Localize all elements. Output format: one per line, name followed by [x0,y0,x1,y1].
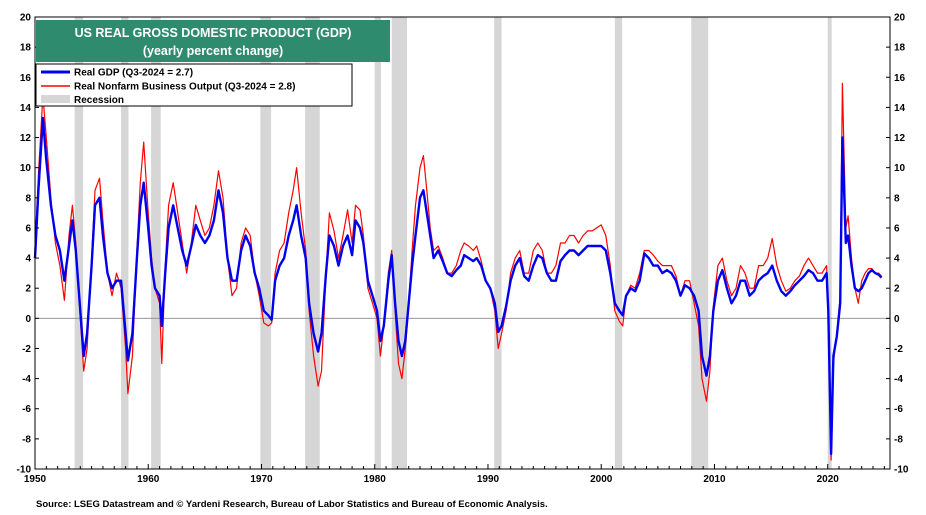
y-tick-label-left: 10 [20,163,32,174]
x-tick-label: 1970 [250,474,273,485]
series-lines [33,82,883,461]
legend-box [35,63,353,107]
y-tick-label-left: 0 [25,314,31,325]
x-tick-label: 1960 [137,474,160,485]
plot-frame [34,16,891,470]
recession-band [374,17,381,469]
y-tick-label-right: 4 [894,254,900,265]
y-tick-label-right: -2 [894,344,903,355]
y-tick-label-left: -4 [22,374,31,385]
y-tick-label-left: 12 [20,133,32,144]
chart-title: US REAL GROSS DOMESTIC PRODUCT (GDP) [75,26,352,40]
y-tick-label-right: 14 [894,103,906,114]
recession-bands [74,17,832,469]
y-tick-label-left: 18 [20,43,32,54]
y-tick-label-right: 10 [894,163,906,174]
y-tick-label-left: -6 [22,404,31,415]
recession-band [494,17,502,469]
recession-band [151,17,161,469]
legend-swatch-recession [41,95,70,103]
y-tick-label-right: -10 [894,465,909,476]
series-line-nfb [34,82,882,461]
y-tick-label-left: 8 [25,193,31,204]
x-tick-label: 1950 [24,474,47,485]
y-tick-label-left: 16 [20,73,32,84]
recession-band [391,17,408,469]
series-line-gdp [33,116,883,456]
recession-band [305,17,320,469]
x-tick-label: 2010 [703,474,726,485]
y-tick-label-right: -8 [894,434,903,445]
y-tick-label-right: 0 [894,314,900,325]
source-note: Source: LSEG Datastream and © Yardeni Re… [36,499,548,510]
y-tick-label-right: 16 [894,73,906,84]
x-tick-label: 1990 [477,474,500,485]
y-tick-label-left: 6 [25,223,31,234]
y-tick-label-right: 20 [894,13,906,24]
x-tick-label: 2000 [590,474,613,485]
axes: -10 -10 -8 -8 -6 -6 -4 -4 -2 -2 0 0 2 2 4 4 6 6 8 8 10 10 12 12… [17,13,909,486]
recession-band [827,17,832,469]
y-tick-label-right: -6 [894,404,903,415]
legend-label-gdp: Real GDP (Q3-2024 = 2.7) [74,68,193,79]
y-tick-label-right: -4 [894,374,903,385]
y-tick-label-right: 12 [894,133,906,144]
y-tick-label-left: 20 [20,13,32,24]
y-tick-label-left: -8 [22,434,31,445]
title-box: US REAL GROSS DOMESTIC PRODUCT (GDP) (ye… [36,20,390,62]
y-tick-label-right: 2 [894,284,900,295]
y-tick-label-left: 2 [25,284,31,295]
y-tick-label-right: 6 [894,223,900,234]
recession-band [121,17,129,469]
recession-band [74,17,84,469]
y-tick-label-right: 18 [894,43,906,54]
chart-subtitle: (yearly percent change) [143,44,283,58]
y-tick-label-left: -2 [22,344,31,355]
x-tick-label: 2020 [817,474,840,485]
recession-band [691,17,709,469]
recession-band [614,17,623,469]
y-tick-label-left: -10 [17,465,32,476]
recession-band [260,17,272,469]
legend-label-nfb: Real Nonfarm Business Output (Q3-2024 = … [74,82,295,93]
legend: Real GDP (Q3-2024 = 2.7) Real Nonfarm Bu… [35,63,353,107]
y-tick-label-left: 4 [25,254,31,265]
y-tick-label-right: 8 [894,193,900,204]
x-tick-label: 1980 [364,474,387,485]
legend-label-recession: Recession [74,95,124,106]
y-tick-label-left: 14 [20,103,32,114]
